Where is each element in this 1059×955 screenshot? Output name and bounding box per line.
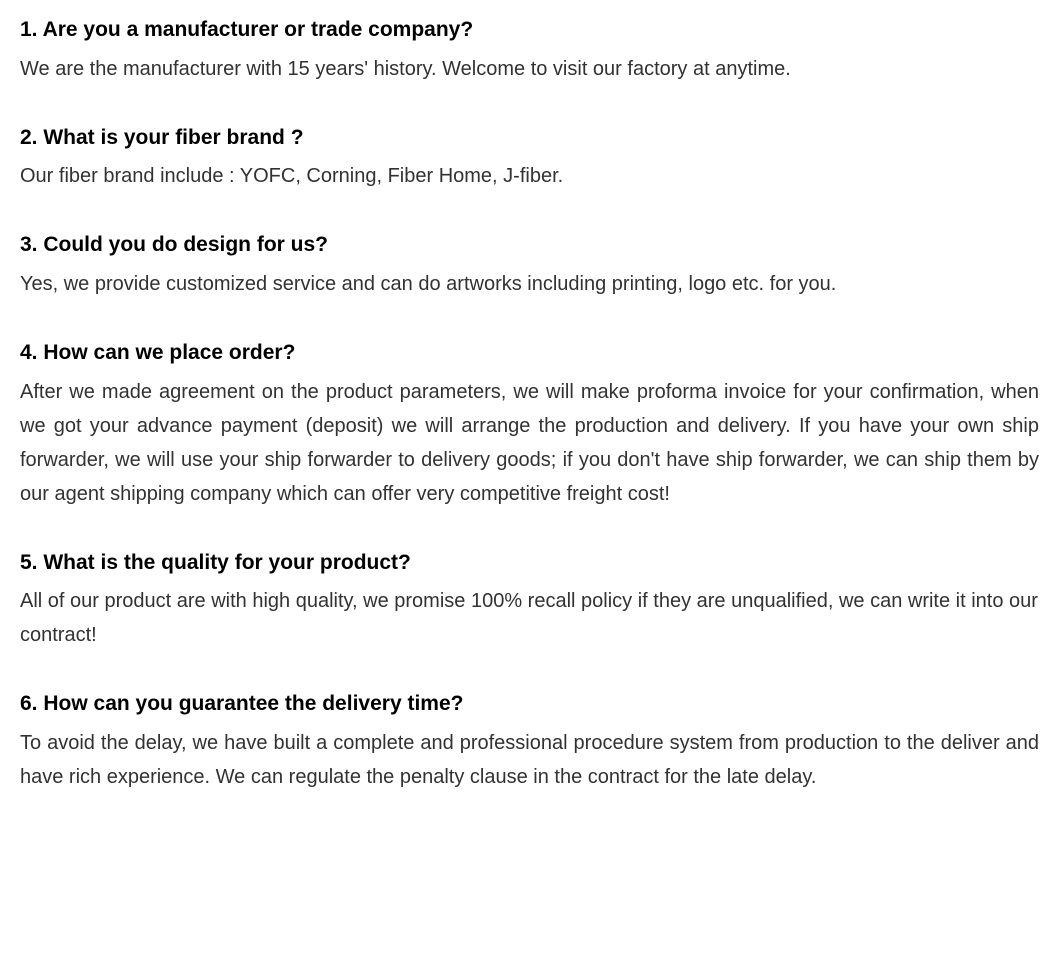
faq-answer: Our fiber brand include : YOFC, Corning,… [20, 159, 1039, 193]
faq-question: 2. What is your fiber brand ? [20, 120, 1039, 156]
faq-item: 5. What is the quality for your product?… [20, 545, 1039, 653]
faq-question: 3. Could you do design for us? [20, 227, 1039, 263]
faq-question: 4. How can we place order? [20, 335, 1039, 371]
faq-item: 3. Could you do design for us? Yes, we p… [20, 227, 1039, 301]
faq-question: 6. How can you guarantee the delivery ti… [20, 686, 1039, 722]
faq-item: 6. How can you guarantee the delivery ti… [20, 686, 1039, 794]
faq-item: 4. How can we place order? After we made… [20, 335, 1039, 511]
faq-answer: After we made agreement on the product p… [20, 375, 1039, 511]
faq-answer: All of our product are with high quality… [20, 584, 1039, 652]
faq-item: 2. What is your fiber brand ? Our fiber … [20, 120, 1039, 194]
faq-list: 1. Are you a manufacturer or trade compa… [20, 12, 1039, 794]
faq-question: 5. What is the quality for your product? [20, 545, 1039, 581]
faq-answer: To avoid the delay, we have built a comp… [20, 726, 1039, 794]
faq-question: 1. Are you a manufacturer or trade compa… [20, 12, 1039, 48]
faq-answer: We are the manufacturer with 15 years' h… [20, 52, 1039, 86]
faq-answer: Yes, we provide customized service and c… [20, 267, 1039, 301]
faq-item: 1. Are you a manufacturer or trade compa… [20, 12, 1039, 86]
